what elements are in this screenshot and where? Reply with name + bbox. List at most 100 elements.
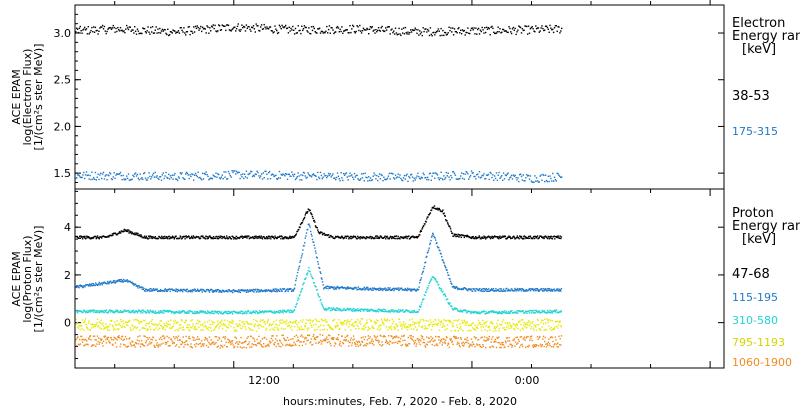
electron-data-point	[100, 172, 102, 174]
proton-data-point	[334, 342, 336, 344]
proton-data-point	[281, 236, 283, 238]
proton-data-point	[148, 322, 150, 324]
proton-data-point	[111, 338, 113, 341]
electron-data-point	[179, 27, 181, 29]
proton-data-point	[285, 311, 287, 313]
electron-data-point	[371, 26, 373, 28]
proton-data-point	[389, 236, 391, 239]
proton-data-point	[92, 309, 94, 311]
electron-data-point	[461, 29, 464, 31]
proton-data-point	[333, 345, 336, 347]
proton-data-point	[268, 289, 271, 292]
proton-data-point	[485, 321, 487, 324]
proton-data-point	[174, 345, 177, 347]
proton-data-point	[184, 343, 186, 346]
proton-data-point	[271, 323, 274, 325]
proton-data-point	[504, 235, 507, 238]
proton-data-point	[93, 323, 95, 326]
proton-data-point	[285, 236, 287, 238]
electron-data-point	[481, 174, 483, 177]
proton-data-point	[360, 323, 362, 325]
electron-data-point	[185, 171, 188, 174]
electron-data-point	[388, 26, 390, 28]
proton-data-point	[394, 336, 396, 339]
proton-data-point	[144, 310, 146, 313]
proton-data-point	[399, 309, 402, 311]
proton-data-point	[454, 286, 456, 288]
electron-data-point	[314, 174, 316, 177]
electron-data-point	[216, 176, 218, 178]
electron-data-point	[166, 33, 168, 36]
electron-data-point	[194, 172, 197, 175]
electron-data-point	[440, 27, 442, 30]
proton-data-point	[168, 337, 170, 339]
electron-data-point	[262, 28, 265, 30]
proton-data-point	[112, 311, 114, 314]
proton-data-point	[262, 310, 264, 313]
proton-data-point	[348, 323, 351, 325]
electron-data-point	[338, 178, 340, 180]
proton-data-point	[345, 340, 347, 342]
electron-data-point	[553, 27, 556, 29]
electron-data-point	[109, 172, 111, 174]
electron-data-point	[242, 26, 244, 29]
proton-data-point	[354, 235, 356, 238]
proton-data-point	[159, 345, 161, 347]
proton-data-point	[282, 309, 284, 311]
electron-data-point	[478, 33, 481, 35]
proton-data-point	[282, 344, 284, 346]
proton-data-point	[274, 312, 276, 314]
proton-data-point	[157, 324, 159, 326]
electron-data-point	[185, 31, 188, 33]
proton-data-point	[223, 324, 226, 327]
proton-data-point	[237, 289, 240, 291]
proton-data-point	[377, 341, 380, 344]
electron-data-point	[314, 30, 316, 33]
electron-data-point	[170, 31, 173, 33]
electron-data-point	[477, 176, 480, 178]
electron-data-point	[158, 32, 160, 34]
electron-data-point	[502, 28, 505, 31]
electron-data-point	[289, 30, 291, 32]
proton-data-point	[87, 284, 89, 286]
electron-data-point	[547, 28, 549, 30]
proton-data-point	[290, 311, 293, 314]
proton-data-point	[409, 335, 411, 337]
electron-data-point	[557, 26, 559, 28]
proton-data-point	[371, 342, 374, 345]
proton-data-point	[388, 311, 390, 313]
proton-data-point	[232, 291, 234, 294]
proton-data-point	[399, 238, 401, 240]
proton-data-point	[221, 291, 223, 293]
proton-data-point	[388, 289, 390, 291]
electron-data-point	[472, 172, 474, 174]
proton-data-point	[535, 326, 537, 328]
electron-data-point	[532, 181, 534, 183]
proton-data-point	[441, 326, 443, 328]
electron-data-point	[243, 177, 245, 180]
electron-data-point	[152, 172, 155, 175]
proton-data-point	[347, 320, 349, 323]
electron-data-point	[340, 30, 342, 33]
proton-data-point	[470, 288, 473, 290]
proton-data-point	[82, 311, 84, 313]
proton-data-point	[484, 236, 486, 238]
proton-data-point	[263, 321, 265, 324]
electron-data-point	[173, 174, 175, 176]
electron-data-point	[102, 28, 105, 30]
proton-data-point	[441, 288, 443, 290]
proton-data-point	[382, 321, 384, 324]
proton-data-point	[145, 340, 148, 342]
proton-data-point	[342, 236, 344, 239]
electron-data-point	[324, 32, 326, 34]
proton-data-point	[290, 237, 293, 239]
electron-data-point	[273, 175, 275, 178]
proton-data-point	[358, 288, 360, 291]
proton-data-point	[560, 324, 562, 327]
proton-data-point	[145, 236, 147, 239]
proton-data-point	[260, 344, 262, 346]
proton-data-point	[501, 323, 503, 326]
proton-data-point	[391, 318, 393, 320]
proton-data-point	[215, 336, 218, 338]
